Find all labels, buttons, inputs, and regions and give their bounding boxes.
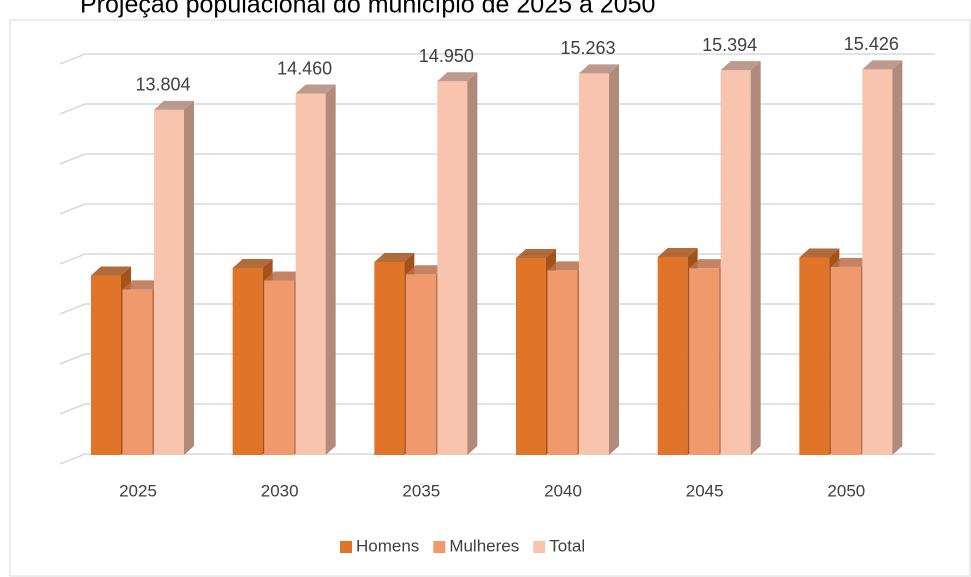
bar-top <box>579 64 619 74</box>
bar-front <box>264 280 295 455</box>
grid-line <box>59 253 935 265</box>
bar-front <box>295 93 326 455</box>
bar <box>720 61 761 456</box>
bar-front <box>579 73 609 456</box>
legend-swatch <box>433 541 446 553</box>
grid-line <box>59 103 935 115</box>
bar-top <box>689 259 730 269</box>
x-tick-label: 2050 <box>827 481 865 500</box>
bar-top <box>374 253 415 262</box>
bar <box>154 100 194 456</box>
bar-front <box>720 70 751 456</box>
data-label: 14.460 <box>277 58 332 78</box>
bar-top <box>862 60 903 70</box>
bar-top <box>91 266 131 276</box>
bar-side <box>892 60 903 455</box>
bar-front <box>657 257 688 455</box>
bar-top <box>295 84 336 94</box>
grid-line <box>59 153 935 165</box>
bar-top <box>516 249 556 258</box>
bar-top <box>657 248 698 257</box>
grid-line <box>59 53 935 65</box>
bar-front <box>516 258 546 455</box>
legend-label: Homens <box>356 536 419 555</box>
bar-top <box>799 248 840 258</box>
bar-front <box>799 257 830 455</box>
bar-top <box>405 265 446 275</box>
grid-line <box>59 453 935 465</box>
bar-side <box>325 84 336 455</box>
bar-front <box>154 109 184 456</box>
legend-label: Total <box>549 536 585 555</box>
bar-front <box>91 275 121 455</box>
bar-front <box>437 81 468 455</box>
bar-top <box>232 259 273 268</box>
x-tick-label: 2040 <box>544 481 582 500</box>
bar <box>579 64 619 456</box>
data-label: 15.426 <box>844 34 899 54</box>
x-tick-label: 2030 <box>261 481 299 500</box>
data-label: 15.263 <box>560 38 615 58</box>
bar-top <box>154 100 194 110</box>
bar-top <box>437 72 478 82</box>
bar-top <box>830 257 871 267</box>
bar-front <box>830 266 861 455</box>
grid-line <box>59 203 935 215</box>
grid-line <box>59 353 935 365</box>
x-tick-label: 2045 <box>686 481 724 500</box>
bar-side <box>750 61 761 456</box>
chart-title: Projeção populacional do município de 20… <box>80 0 655 19</box>
bar-top <box>122 280 163 290</box>
bar-front <box>374 262 405 455</box>
legend-swatch <box>533 541 546 553</box>
bar-side <box>184 100 194 456</box>
legend-swatch <box>340 541 352 553</box>
bar <box>862 60 903 455</box>
grid-line <box>59 403 935 415</box>
bar-front <box>232 268 263 455</box>
bar-front <box>547 270 578 455</box>
bar-front <box>122 289 153 455</box>
x-tick-label: 2025 <box>119 481 157 500</box>
bar-front <box>689 268 720 455</box>
bar-front <box>862 69 893 455</box>
legend-label: Mulheres <box>449 536 519 555</box>
bar <box>437 72 478 455</box>
bar-top <box>264 271 305 281</box>
bar <box>295 84 336 455</box>
data-label: 13.804 <box>135 75 190 95</box>
x-tick-label: 2035 <box>402 481 440 500</box>
bar-top <box>547 261 588 271</box>
data-label: 14.950 <box>419 46 474 66</box>
bar-side <box>609 64 619 456</box>
bar-front <box>405 274 436 455</box>
bar-top <box>720 61 761 71</box>
data-label: 15.394 <box>702 35 757 55</box>
bar-side <box>467 72 478 455</box>
grid-line <box>59 303 935 315</box>
